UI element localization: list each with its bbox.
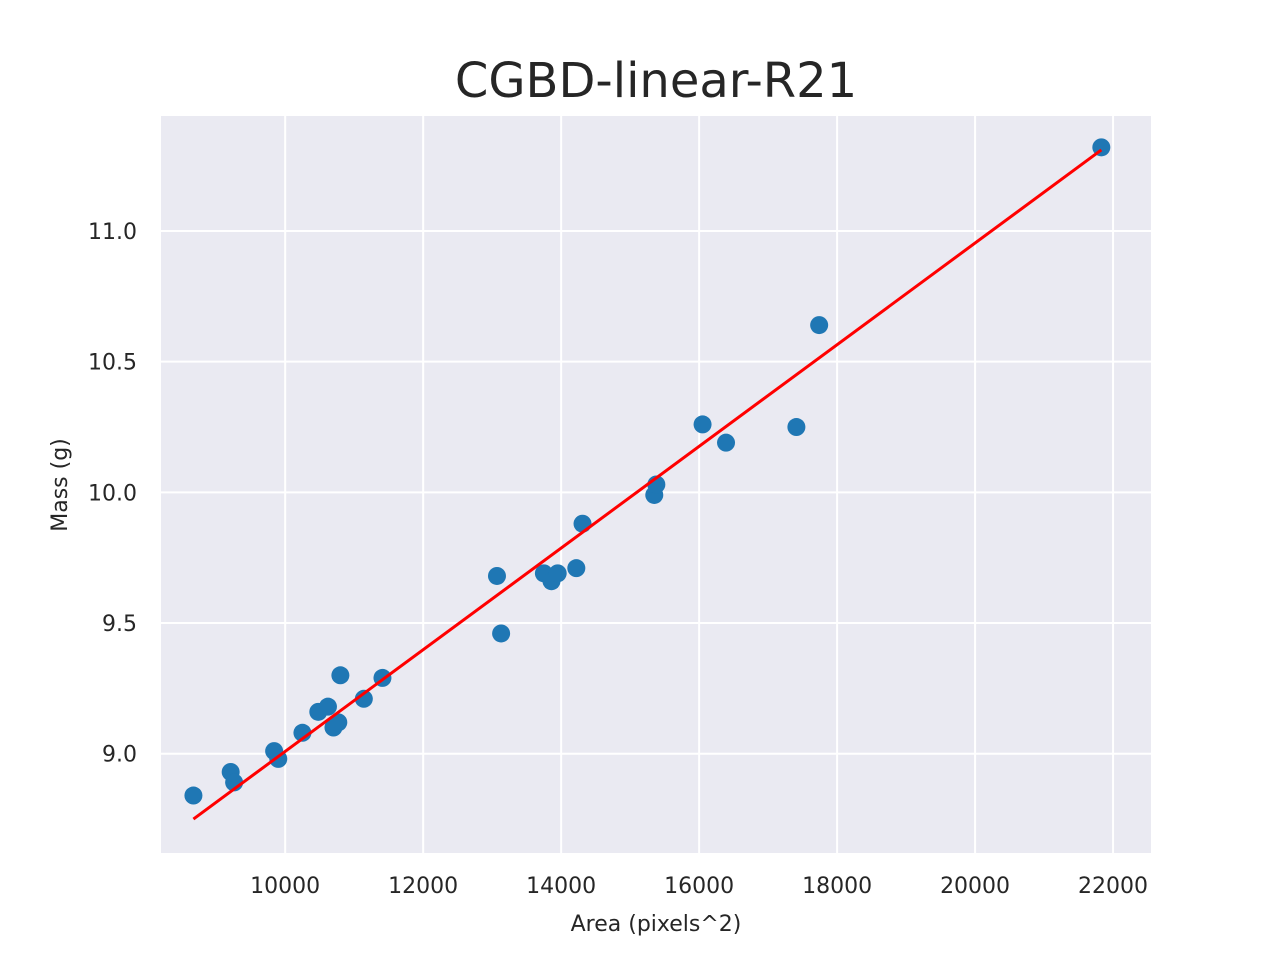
tick-labels: 10000 12000 14000 16000 18000 20000 22000 9.0 9.… [88, 220, 1148, 899]
data-point [331, 666, 350, 685]
data-point [318, 697, 337, 716]
x-tick-label: 12000 [388, 874, 458, 899]
y-axis-label: Mass (g) [48, 438, 73, 532]
data-point [567, 559, 586, 578]
data-point [329, 713, 348, 732]
y-tick-label: 9.0 [102, 743, 137, 768]
x-tick-label: 22000 [1078, 874, 1148, 899]
x-tick-label: 10000 [250, 874, 320, 899]
x-tick-label: 18000 [802, 874, 872, 899]
data-marks [184, 138, 1111, 821]
fit-line [192, 148, 1103, 821]
data-point [492, 624, 511, 643]
data-point [548, 564, 567, 583]
y-tick-label: 11.0 [88, 220, 137, 245]
data-point [717, 433, 736, 452]
data-point [810, 316, 829, 335]
x-tick-label: 20000 [940, 874, 1010, 899]
data-point [573, 514, 592, 533]
x-axis-label: Area (pixels^2) [571, 912, 742, 937]
data-point [487, 566, 506, 585]
data-point [354, 689, 373, 708]
chart-title: CGBD-linear-R21 [455, 53, 857, 109]
data-point [184, 786, 203, 805]
data-point [293, 723, 312, 742]
y-tick-label: 10.5 [88, 351, 137, 376]
data-point [787, 418, 806, 437]
y-tick-label: 10.0 [88, 481, 137, 506]
y-tick-label: 9.5 [102, 612, 137, 637]
x-tick-label: 16000 [664, 874, 734, 899]
data-point [693, 415, 712, 434]
x-tick-label: 14000 [526, 874, 596, 899]
